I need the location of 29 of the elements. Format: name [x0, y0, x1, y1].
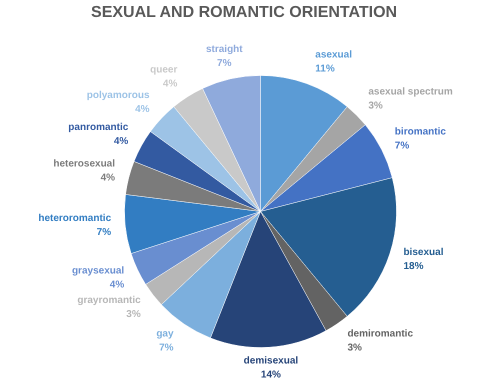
slice-label: demiromantic: [347, 328, 414, 340]
data-label: 18%: [403, 260, 424, 272]
slice-label: heteroromantic: [38, 212, 112, 224]
data-label: 4%: [110, 279, 124, 290]
data-label: 7%: [96, 226, 112, 238]
slice-label: asexual spectrum: [368, 86, 453, 98]
data-label: 4%: [114, 136, 128, 147]
slice-label: panromantic: [68, 122, 129, 133]
data-label: 3%: [368, 100, 383, 112]
slice-label: asexual: [315, 49, 352, 60]
data-label: 7%: [394, 140, 410, 152]
data-label: 3%: [126, 308, 141, 320]
slice-label: graysexual: [72, 265, 124, 276]
data-label: 3%: [347, 342, 362, 354]
data-label: 4%: [100, 172, 116, 184]
data-label: 4%: [135, 104, 150, 115]
slice-label: bisexual: [403, 246, 444, 258]
slice-label: heterosexual: [53, 158, 116, 170]
chart-title: SEXUAL AND ROMANTIC ORIENTATION: [91, 4, 398, 21]
slice-label: demisexual: [244, 356, 298, 367]
slice-label: gay: [156, 328, 174, 340]
slice-label: grayromantic: [77, 294, 142, 306]
data-label: 7%: [159, 342, 174, 354]
slice-label: straight: [206, 44, 244, 55]
data-label: 14%: [260, 370, 282, 381]
data-label: 7%: [217, 58, 232, 69]
slice-label: polyamorous: [86, 90, 150, 101]
slice-label: biromantic: [394, 126, 446, 138]
data-label: 11%: [315, 63, 335, 74]
